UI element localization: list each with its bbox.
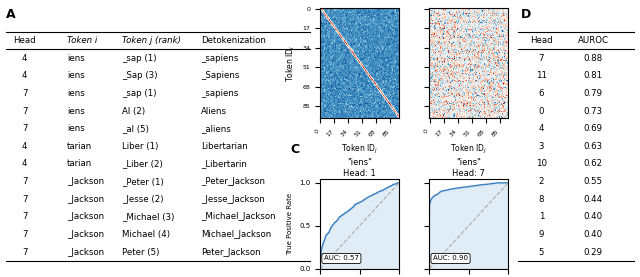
Text: Al (2): Al (2) bbox=[122, 107, 145, 116]
Text: 7: 7 bbox=[22, 230, 28, 239]
Text: 7: 7 bbox=[22, 89, 28, 98]
Text: _Jesse (2): _Jesse (2) bbox=[122, 195, 163, 204]
Text: _Jackson: _Jackson bbox=[67, 212, 104, 221]
Text: 9: 9 bbox=[539, 230, 544, 239]
Text: 4: 4 bbox=[22, 71, 28, 80]
Text: _Libertarin: _Libertarin bbox=[200, 160, 246, 168]
Text: iens: iens bbox=[67, 54, 85, 63]
Text: Aliens: Aliens bbox=[200, 107, 227, 116]
Text: _aliens: _aliens bbox=[200, 124, 230, 133]
Text: Token j (rank): Token j (rank) bbox=[122, 36, 180, 45]
Text: AUROC: AUROC bbox=[578, 36, 609, 45]
Text: 7: 7 bbox=[22, 212, 28, 221]
Text: D: D bbox=[520, 8, 531, 21]
Y-axis label: Token ID$_i$: Token ID$_i$ bbox=[284, 45, 297, 82]
Text: 3: 3 bbox=[539, 142, 544, 151]
X-axis label: Token ID$_j$: Token ID$_j$ bbox=[450, 143, 487, 156]
Text: Liber (1): Liber (1) bbox=[122, 142, 158, 151]
Text: _Jackson: _Jackson bbox=[67, 195, 104, 204]
Text: iens: iens bbox=[67, 124, 85, 133]
Text: 0.40: 0.40 bbox=[584, 212, 603, 221]
X-axis label: Token ID$_j$: Token ID$_j$ bbox=[341, 143, 378, 156]
Text: 4: 4 bbox=[22, 160, 28, 168]
Text: Peter (5): Peter (5) bbox=[122, 248, 159, 257]
Text: tarian: tarian bbox=[67, 160, 92, 168]
Text: _al (5): _al (5) bbox=[122, 124, 148, 133]
Text: _sap (1): _sap (1) bbox=[122, 54, 156, 63]
Text: _Jackson: _Jackson bbox=[67, 230, 104, 239]
Text: 0.55: 0.55 bbox=[584, 177, 603, 186]
Text: _Peter (1): _Peter (1) bbox=[122, 177, 163, 186]
Text: 0.79: 0.79 bbox=[584, 89, 603, 98]
Text: 0.73: 0.73 bbox=[584, 107, 603, 116]
Text: _Peter_Jackson: _Peter_Jackson bbox=[200, 177, 264, 186]
Text: _Jackson: _Jackson bbox=[67, 248, 104, 257]
Text: 7: 7 bbox=[22, 195, 28, 204]
Text: _sap (1): _sap (1) bbox=[122, 89, 156, 98]
Text: Head: Head bbox=[530, 36, 553, 45]
Text: _sapiens: _sapiens bbox=[200, 54, 238, 63]
Text: Libertarian: Libertarian bbox=[200, 142, 248, 151]
Text: A: A bbox=[6, 8, 16, 21]
Text: _sapiens: _sapiens bbox=[200, 89, 238, 98]
Text: 10: 10 bbox=[536, 160, 547, 168]
Title: "iens"
Head: 7: "iens" Head: 7 bbox=[452, 158, 485, 178]
Text: Michael (4): Michael (4) bbox=[122, 230, 170, 239]
Text: 0.40: 0.40 bbox=[584, 230, 603, 239]
Text: Token i: Token i bbox=[67, 36, 97, 45]
Text: 0.63: 0.63 bbox=[584, 142, 603, 151]
Text: _Jesse_Jackson: _Jesse_Jackson bbox=[200, 195, 264, 204]
Text: _Sapiens: _Sapiens bbox=[200, 71, 239, 80]
Text: 11: 11 bbox=[536, 71, 547, 80]
Text: 1: 1 bbox=[539, 212, 544, 221]
Text: iens: iens bbox=[67, 89, 85, 98]
Text: 7: 7 bbox=[539, 54, 544, 63]
Text: 2: 2 bbox=[539, 177, 544, 186]
Text: 4: 4 bbox=[539, 124, 544, 133]
Text: 0.44: 0.44 bbox=[584, 195, 603, 204]
Text: _Liber (2): _Liber (2) bbox=[122, 160, 163, 168]
Text: Head: Head bbox=[13, 36, 36, 45]
Text: 7: 7 bbox=[22, 124, 28, 133]
Text: 4: 4 bbox=[22, 54, 28, 63]
Text: iens: iens bbox=[67, 71, 85, 80]
Text: 7: 7 bbox=[22, 177, 28, 186]
Text: C: C bbox=[290, 142, 299, 155]
Text: 6: 6 bbox=[539, 89, 544, 98]
Text: 4: 4 bbox=[22, 142, 28, 151]
Text: 0.69: 0.69 bbox=[584, 124, 603, 133]
Text: _Sap (3): _Sap (3) bbox=[122, 71, 157, 80]
Text: 0.62: 0.62 bbox=[584, 160, 603, 168]
Text: AUC: 0.57: AUC: 0.57 bbox=[324, 255, 359, 261]
Text: _Michael_Jackson: _Michael_Jackson bbox=[200, 212, 275, 221]
Text: 5: 5 bbox=[539, 248, 544, 257]
Text: Michael_Jackson: Michael_Jackson bbox=[200, 230, 271, 239]
Text: Peter_Jackson: Peter_Jackson bbox=[200, 248, 260, 257]
Y-axis label: True Positive Rate: True Positive Rate bbox=[287, 193, 294, 255]
Text: iens: iens bbox=[67, 107, 85, 116]
Text: AUC: 0.90: AUC: 0.90 bbox=[433, 255, 468, 261]
Text: 0.29: 0.29 bbox=[584, 248, 603, 257]
Text: _Jackson: _Jackson bbox=[67, 177, 104, 186]
Text: 0.88: 0.88 bbox=[584, 54, 603, 63]
Text: 7: 7 bbox=[22, 107, 28, 116]
Text: 8: 8 bbox=[539, 195, 544, 204]
Text: _Michael (3): _Michael (3) bbox=[122, 212, 174, 221]
Text: 0: 0 bbox=[539, 107, 544, 116]
Text: tarian: tarian bbox=[67, 142, 92, 151]
Text: 7: 7 bbox=[22, 248, 28, 257]
Text: 0.81: 0.81 bbox=[584, 71, 603, 80]
Text: Detokenization: Detokenization bbox=[200, 36, 266, 45]
Title: "iens"
Head: 1: "iens" Head: 1 bbox=[343, 158, 376, 178]
